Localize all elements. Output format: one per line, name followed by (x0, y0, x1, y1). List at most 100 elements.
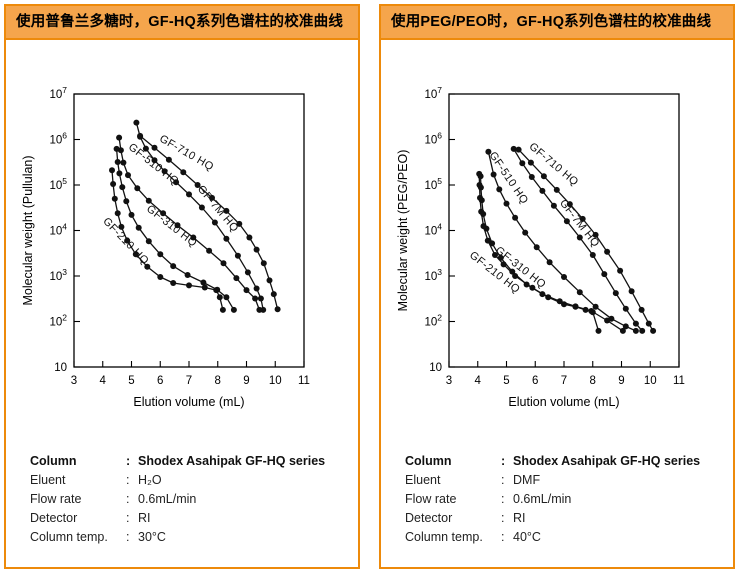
data-point (109, 167, 115, 174)
chart-svg: 3 4 5 6 7 8 9 10 11 10 102 103 104 105 106 107 Elution v… (21, 85, 310, 409)
data-point (266, 277, 273, 284)
spec-colon: : (501, 473, 505, 487)
data-point (545, 294, 552, 301)
spec-colon: : (126, 454, 131, 468)
chart-svg: 3 4 5 6 7 8 9 10 11 10 102 103 104 105 106 107 Elution v… (396, 85, 685, 409)
data-point (645, 320, 652, 327)
x-axis-tick-label: 6 (532, 375, 538, 387)
y-axis-tick-label: 103 (424, 267, 442, 283)
y-axis-tick-label: 105 (49, 176, 67, 192)
x-axis-title: Elution volume (mL) (133, 395, 244, 409)
data-point (619, 327, 626, 334)
panel-title-pullulan: 使用普鲁兰多糖时，GF-HQ系列色谱柱的校准曲线 (6, 6, 358, 40)
data-point (595, 327, 602, 334)
data-point (528, 174, 535, 180)
data-point (503, 200, 510, 207)
series-gf-510-hq (116, 134, 263, 313)
spec-row-eluent: Eluent: DMF (405, 471, 733, 490)
curve-label-gf-210-hq: GF-210 HQ (100, 215, 151, 267)
data-point (206, 247, 213, 254)
y-axis-tick-label: 105 (424, 176, 442, 192)
data-point (209, 194, 215, 201)
data-point (198, 204, 205, 211)
data-point (563, 218, 570, 225)
data-point (113, 145, 120, 152)
series-gf-210-hq (476, 170, 602, 334)
data-point (553, 186, 560, 193)
data-point (135, 224, 142, 231)
data-point (533, 244, 540, 251)
data-point (582, 306, 589, 313)
data-point (592, 303, 599, 310)
spec-value: 0.6mL/min (138, 492, 197, 506)
data-point (650, 327, 657, 334)
data-point (638, 306, 645, 313)
x-axis-tick-label: 4 (475, 375, 482, 387)
data-point (576, 234, 583, 241)
data-point (632, 320, 639, 327)
data-point (550, 202, 557, 209)
x-axis-tick-label: 10 (644, 375, 657, 387)
data-point (257, 295, 264, 302)
x-axis-tick-label: 9 (618, 375, 624, 387)
data-point (213, 287, 220, 294)
data-point (632, 327, 639, 334)
spec-row-column: Column: Shodex Asahipak GF-HQ series (30, 452, 358, 471)
data-point (137, 132, 144, 139)
data-point (515, 146, 522, 153)
data-point (604, 248, 611, 255)
data-point (566, 201, 573, 208)
data-point (151, 144, 158, 151)
data-point (477, 194, 483, 201)
data-point (500, 261, 507, 268)
curve-label-gf-510-hq: GF-510 HQ (487, 150, 531, 207)
data-point (190, 234, 197, 241)
spec-label: Eluent (405, 473, 441, 487)
spec-value: Shodex Asahipak GF-HQ series (513, 454, 701, 468)
curve-label-gf-7m-hq: GF-7M HQ (557, 197, 602, 249)
data-point (601, 271, 608, 278)
data-point (119, 184, 126, 191)
spec-colon: : (126, 473, 130, 487)
data-point (174, 222, 181, 229)
spec-value: 40°C (513, 530, 541, 544)
data-point (592, 231, 599, 238)
data-point (617, 267, 624, 274)
x-axis-tick-label: 3 (71, 375, 77, 387)
series-gf-310-hq (113, 145, 237, 313)
data-point (123, 198, 130, 205)
data-point (546, 259, 553, 266)
data-point (522, 229, 529, 236)
series-gf-7m-hq (515, 146, 657, 334)
data-point (116, 170, 123, 177)
spec-table-peg-peo: Column: Shodex Asahipak GF-HQ series Elue… (405, 452, 733, 547)
data-point (186, 191, 192, 198)
y-axis-tick-label: 103 (49, 267, 67, 283)
spec-label: Column temp. (405, 530, 483, 544)
data-point (256, 306, 263, 313)
data-point (151, 157, 158, 164)
data-point (274, 306, 281, 313)
data-point (180, 169, 187, 176)
data-point (110, 181, 117, 187)
data-point (219, 306, 226, 313)
data-point (145, 197, 152, 204)
data-point (246, 234, 253, 241)
x-axis-tick-label: 7 (186, 375, 192, 387)
curve-label-gf-310-hq: GF-310 HQ (144, 203, 199, 250)
x-axis-tick-label: 7 (561, 375, 567, 387)
spec-colon: : (501, 511, 505, 525)
data-point (220, 260, 227, 267)
data-point (170, 263, 177, 270)
data-point (145, 238, 152, 245)
data-point (527, 159, 534, 166)
spec-label: Column temp. (30, 530, 108, 544)
data-point (223, 207, 230, 214)
y-axis-tick-label: 104 (424, 222, 442, 238)
data-point (253, 285, 260, 292)
data-point (589, 309, 596, 316)
x-axis-title: Elution volume (mL) (508, 395, 619, 409)
spec-colon: : (501, 492, 505, 506)
x-axis-tick-label: 3 (446, 375, 452, 387)
x-axis-tick-label: 4 (100, 375, 107, 387)
